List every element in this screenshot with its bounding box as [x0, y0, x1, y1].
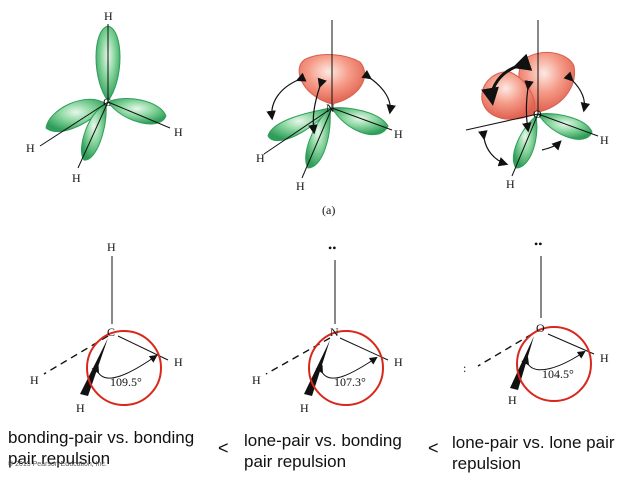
atom-label-h: H: [76, 401, 85, 415]
water-angle-diagram: •• O H H 104.5° :: [463, 237, 609, 407]
atom-label-n: N: [326, 101, 335, 115]
methane-orbital-model: H C H H H: [26, 9, 183, 185]
wedge-bond: [304, 340, 330, 396]
bond-axis: [331, 107, 393, 131]
repulsion-arrow-strong: [481, 53, 533, 106]
atom-label-h: H: [300, 401, 309, 415]
ammonia-angle-diagram: •• N H H H 107.3°: [252, 241, 403, 415]
atom-label-h: H: [30, 373, 39, 387]
angle-highlight-circle: [86, 330, 162, 406]
bond-axis: [537, 113, 599, 137]
atom-label-c: C: [103, 95, 111, 109]
repulsion-arrow: [522, 80, 534, 133]
bond-angle-value: 109.5°: [110, 375, 142, 389]
bond-axis: [77, 101, 109, 169]
less-than-symbol: <: [428, 438, 439, 458]
atom-label-h: H: [252, 373, 261, 387]
atom-label-h: H: [72, 171, 81, 185]
atom-label-h: H: [26, 141, 35, 155]
repulsion-arrow: [308, 77, 327, 135]
lone-pair-dots: ••: [534, 237, 542, 251]
ammonia-orbital-model: N H H H: [256, 20, 403, 193]
bond-axis: [107, 101, 171, 129]
repulsion-arrow: [478, 130, 509, 167]
atom-label-n: N: [330, 325, 339, 339]
bond-line: [547, 333, 595, 355]
bond-orbital-lobe: [537, 113, 593, 140]
atom-label-h: H: [174, 125, 183, 139]
repulsion-arrow: [361, 69, 396, 115]
bond-angle-value: 107.3°: [334, 375, 366, 389]
bond-axis: [39, 101, 109, 147]
bond-angle-value: 104.5°: [542, 367, 574, 381]
atom-label-h: H: [600, 351, 609, 365]
lone-pair-dots: :: [463, 361, 466, 375]
caption-lone-bonding: lone-pair vs. bonding pair repulsion: [244, 431, 402, 471]
atom-label-h: H: [394, 355, 403, 369]
copyright-notice: © 2015 Pearson Education, Inc.: [8, 461, 107, 468]
atom-label-h: H: [506, 177, 515, 191]
repulsion-arrow: [541, 140, 562, 151]
repulsion-arrow: [563, 71, 591, 113]
atom-label-h: H: [256, 151, 265, 165]
atom-label-h: H: [104, 9, 113, 23]
atom-label-h: H: [107, 240, 116, 254]
bond-orbital-lobe: [331, 107, 389, 136]
angle-arc: [315, 356, 378, 379]
bond-axis: [301, 107, 333, 179]
angle-arc: [91, 354, 158, 379]
atom-label-h: H: [508, 393, 517, 407]
atom-label-c: C: [107, 325, 115, 339]
atom-label-h: H: [296, 179, 305, 193]
atom-label-o: O: [536, 321, 545, 335]
less-than-symbol: <: [218, 438, 229, 458]
water-orbital-model: O H H: [465, 20, 609, 191]
methane-angle-diagram: H C H H H 109.5°: [30, 240, 183, 415]
angle-highlight-circle: [308, 330, 384, 406]
repulsion-arrow: [266, 72, 307, 121]
atom-label-h: H: [394, 127, 403, 141]
bond-orbital-lobe: [107, 98, 167, 125]
atom-label-o: O: [533, 107, 542, 121]
angle-arc: [521, 350, 586, 371]
atom-label-h: H: [600, 133, 609, 147]
bond-line: [339, 337, 389, 361]
bond-line: [117, 335, 169, 361]
angle-highlight-circle: [516, 326, 592, 402]
panel-label: (a): [322, 203, 335, 217]
dashed-bond: [265, 337, 331, 375]
caption-lone-lone: lone-pair vs. lone pair repulsion: [452, 433, 615, 473]
dashed-lone-pair: [477, 333, 533, 367]
atom-label-h: H: [174, 355, 183, 369]
caption-bonding-bonding: bonding-pair vs. bonding pair repulsion: [8, 428, 195, 468]
lone-pair-dots: ••: [328, 241, 336, 255]
